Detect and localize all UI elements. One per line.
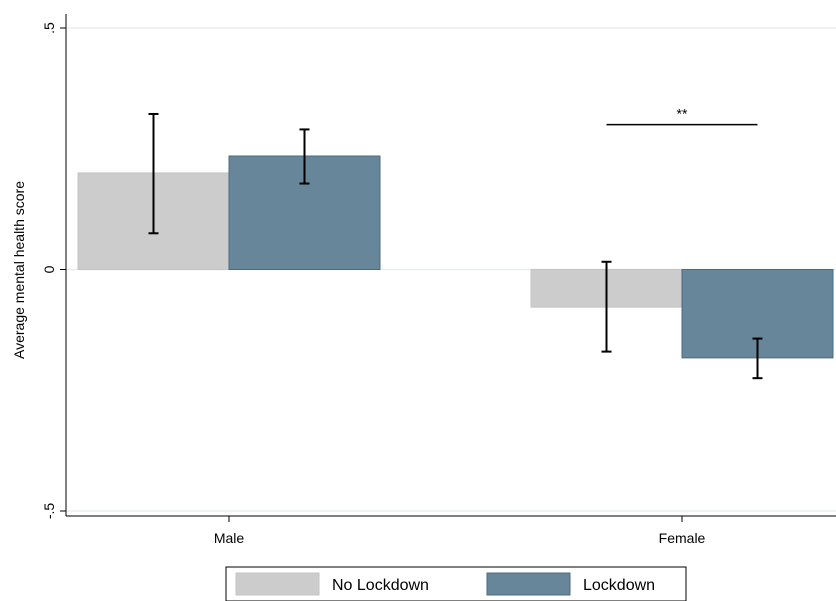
annotations: **	[606, 106, 758, 126]
y-tick-label-1: 0	[41, 265, 57, 273]
error-bar-lockdown-male	[299, 128, 310, 185]
significance-label-0: **	[677, 106, 688, 122]
y-axis-label: Average mental health score	[11, 181, 27, 359]
legend-label-lockdown: Lockdown	[583, 577, 655, 594]
x-tick-label-female: Female	[659, 530, 706, 546]
legend-label-no-lockdown: No Lockdown	[332, 577, 429, 594]
x-tick-label-male: Male	[214, 530, 245, 546]
error-bar-lockdown-female	[752, 337, 763, 380]
legend-swatch-no-lockdown	[235, 572, 320, 596]
error-bars	[148, 112, 763, 380]
axes: -.5 0 .5 Male Female	[41, 14, 836, 546]
error-bar-no-lockdown-male	[148, 112, 159, 235]
legend-swatch-lockdown	[486, 572, 571, 596]
y-tick-label-0: -.5	[41, 503, 57, 520]
bars	[77, 155, 834, 359]
error-bar-no-lockdown-female	[601, 260, 612, 353]
y-tick-label-2: .5	[41, 22, 57, 34]
legend: No Lockdown Lockdown	[225, 566, 687, 601]
